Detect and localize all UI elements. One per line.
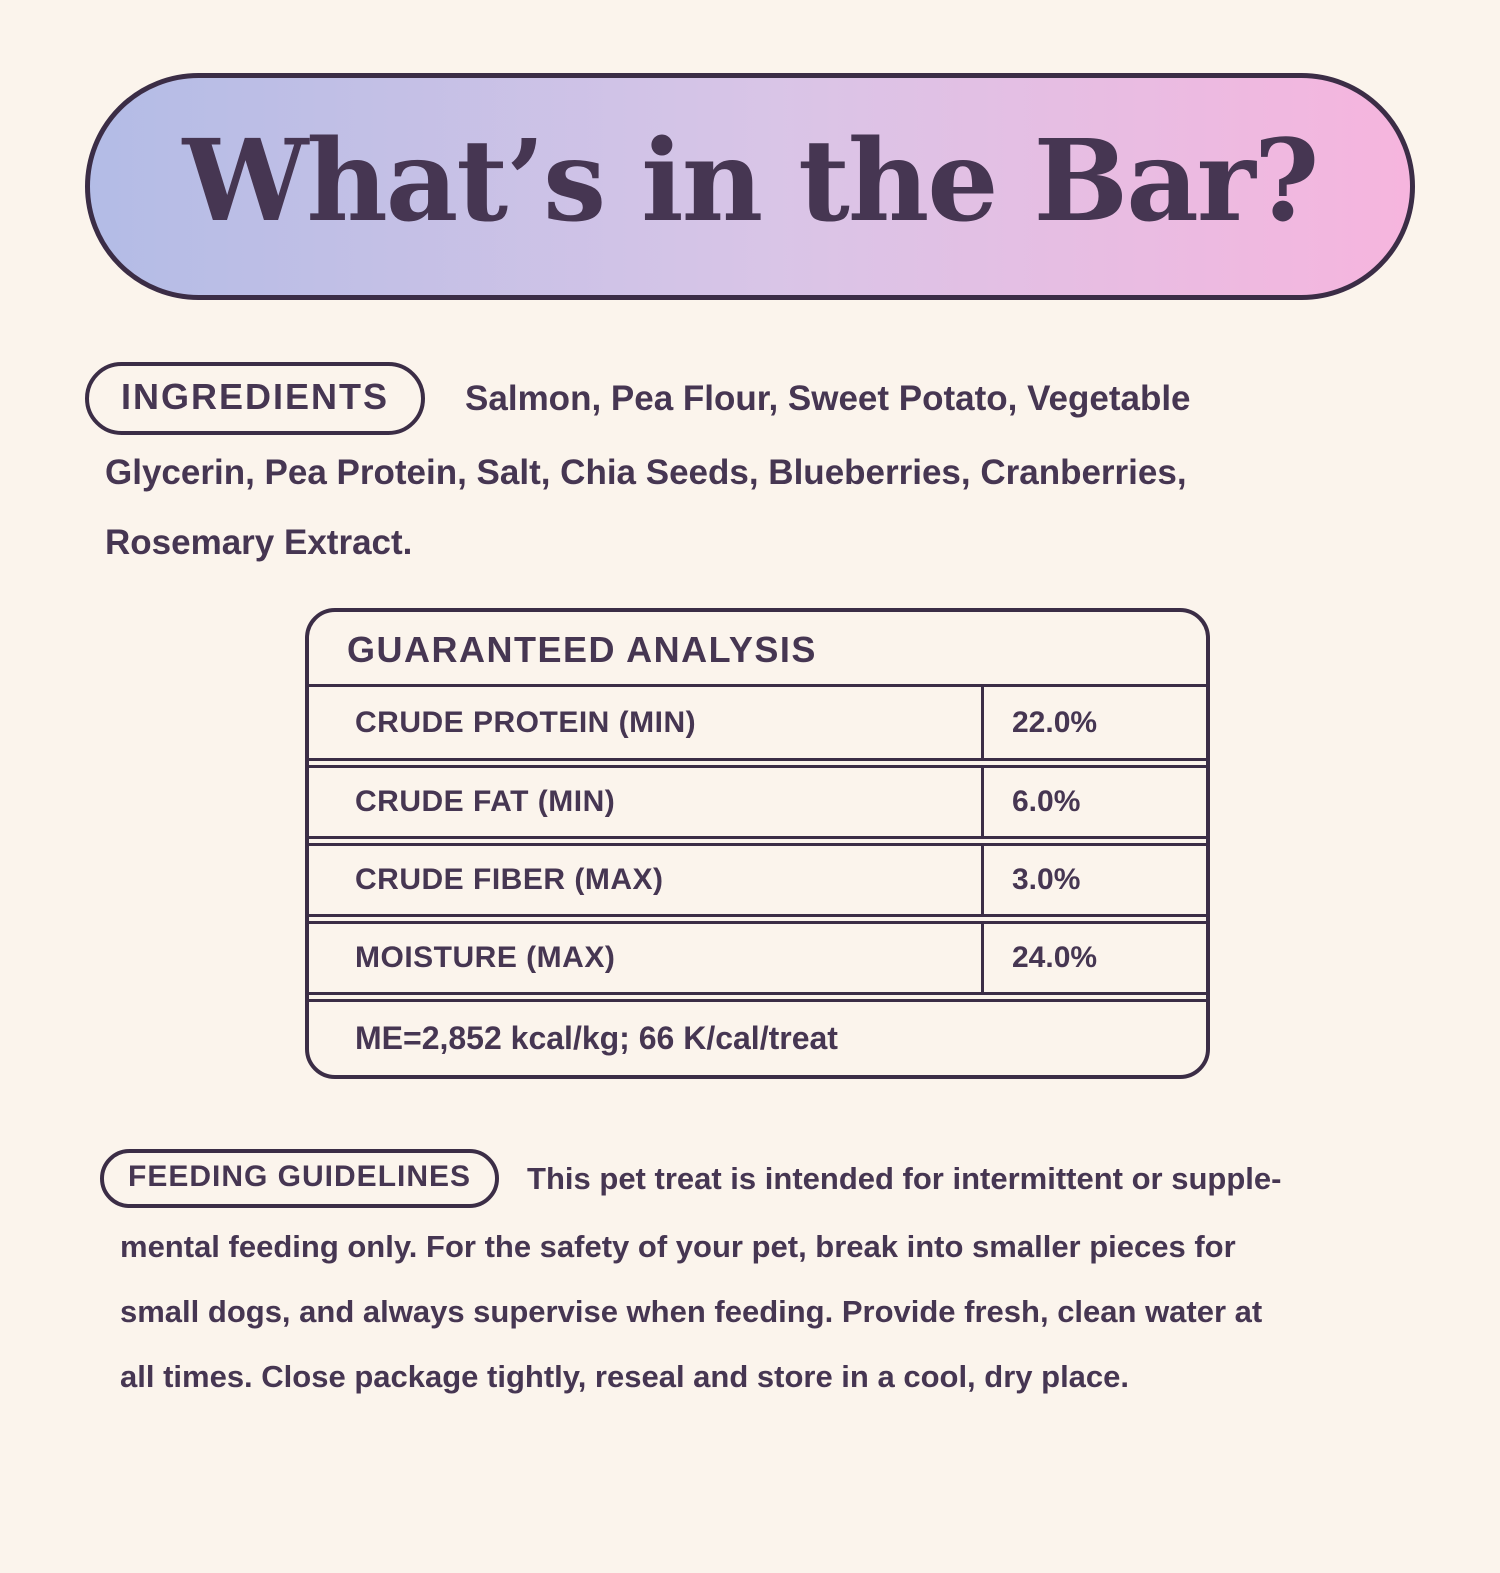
product-label-page: What’s in the Bar? INGREDIENTS Salmon, P… [0,73,1500,1573]
feeding-lead-row: FEEDING GUIDELINES This pet treat is int… [100,1149,1415,1208]
row-label: MOISTURE (MAX) [355,941,616,974]
feeding-line-2: mental feeding only. For the safety of y… [120,1229,1236,1264]
row-value: 6.0% [981,768,1206,836]
row-value: 24.0% [981,924,1206,992]
table-row-crude-fiber: CRUDE FIBER (MAX) 3.0% [309,843,1206,917]
title-banner: What’s in the Bar? [85,73,1415,300]
row-label: CRUDE PROTEIN (MIN) [355,705,697,739]
feeding-line-4: all times. Close package tightly, reseal… [120,1359,1130,1394]
ingredients-line-1: Salmon, Pea Flour, Sweet Potato, Vegetab… [465,378,1191,418]
row-value: 22.0% [981,687,1206,758]
table-row-crude-fat: CRUDE FAT (MIN) 6.0% [309,765,1206,839]
guaranteed-analysis-table: GUARANTEED ANALYSIS CRUDE PROTEIN (MIN) … [305,608,1210,1079]
feeding-line-3: small dogs, and always supervise when fe… [120,1294,1263,1329]
table-row-crude-protein: CRUDE PROTEIN (MIN) 22.0% [309,687,1206,761]
feeding-guidelines-section: FEEDING GUIDELINES This pet treat is int… [100,1149,1415,1409]
feeding-line-1: This pet treat is intended for intermitt… [527,1160,1282,1196]
table-row-moisture: MOISTURE (MAX) 24.0% [309,921,1206,995]
ingredients-lead-row: INGREDIENTS Salmon, Pea Flour, Sweet Pot… [85,362,1415,435]
label-content: INGREDIENTS Salmon, Pea Flour, Sweet Pot… [85,362,1415,1409]
ingredients-line-2: Glycerin, Pea Protein, Salt, Chia Seeds,… [105,453,1187,492]
page-title: What’s in the Bar? [182,116,1320,247]
ingredients-section: INGREDIENTS Salmon, Pea Flour, Sweet Pot… [85,362,1415,578]
row-value: 3.0% [981,846,1206,914]
guaranteed-analysis-title: GUARANTEED ANALYSIS [309,612,1206,687]
ingredients-line-3: Rosemary Extract. [105,523,413,562]
ingredients-badge: INGREDIENTS [85,362,426,435]
feeding-guidelines-badge: FEEDING GUIDELINES [100,1149,500,1208]
row-label: CRUDE FAT (MIN) [355,785,616,818]
calorie-content-note: ME=2,852 kcal/kg; 66 K/cal/treat [309,999,1206,1075]
row-label: CRUDE FIBER (MAX) [355,863,664,896]
